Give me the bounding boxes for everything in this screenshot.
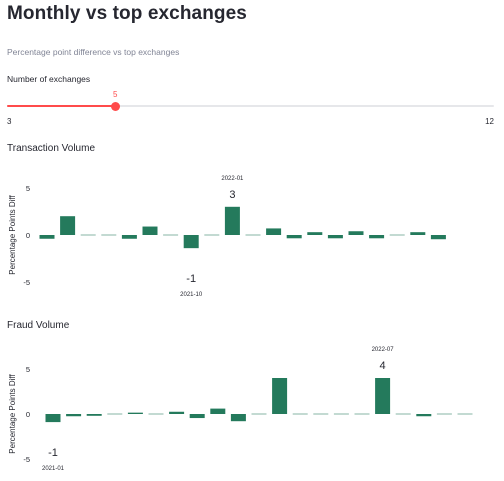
bar [430,235,446,240]
slider-max-label: 12 [485,117,494,126]
annotation-date: 2022-07 [372,347,395,353]
bar [369,235,385,239]
bar [210,408,226,414]
bar [313,413,329,415]
slider-fill [7,105,116,107]
bar [307,232,323,235]
bar [251,413,267,415]
bar [39,235,55,239]
bar [292,413,308,415]
bar [457,413,473,415]
page-subtitle: Percentage point difference vs top excha… [7,47,180,57]
bar [333,413,349,415]
annotation-date: 2021-10 [180,292,203,298]
bar [230,414,246,422]
y-tick-label: 5 [26,184,30,193]
annotation-date: 2022-01 [221,176,244,182]
bar [354,413,370,415]
transaction-volume-chart: Percentage Points Diff 5 0 -5 3 2022-01 -1 2021… [8,176,446,298]
y-tick-label: 0 [26,410,30,419]
bar [45,414,61,423]
bar [60,216,76,235]
bar [327,235,343,239]
bar [348,231,364,235]
bar [224,206,240,235]
exchanges-slider[interactable]: 5 3 12 [7,89,494,126]
annotation-value: 3 [229,189,235,201]
slider-value-label: 5 [112,90,118,99]
transaction-volume-title: Transaction Volume [7,143,96,154]
bar [286,235,302,239]
slider-thumb[interactable] [110,101,120,111]
slider-track[interactable] [7,105,494,107]
fraud-volume-title: Fraud Volume [7,320,70,331]
bar [204,234,220,236]
bar [245,234,261,236]
bar [416,414,432,417]
y-tick-label: -5 [23,455,30,464]
bar [436,413,452,415]
bar [121,235,137,239]
y-axis-label: Percentage Points Diff [8,194,17,274]
bar [169,411,185,414]
bar [395,413,411,415]
bar [272,378,288,414]
annotation-date: 2021-01 [42,466,65,472]
bar [375,378,391,414]
annotation-value: -1 [48,447,58,459]
y-tick-label: -5 [23,278,30,287]
fraud-volume-chart: Percentage Points Diff 5 0 -5 4 2022-07 -1 2021… [8,347,473,472]
bar [80,234,96,236]
bar [183,235,199,249]
slider-min-label: 3 [7,117,12,126]
bar [148,413,164,415]
bar [142,226,158,235]
bar [107,413,123,415]
y-tick-label: 0 [26,231,30,240]
y-tick-label: 5 [26,365,30,374]
y-axis-label: Percentage Points Diff [8,373,17,453]
bar [86,414,102,416]
bar [189,414,205,419]
annotation-value: -1 [186,273,196,285]
bar [266,228,282,235]
bar [66,414,82,417]
bar [410,232,426,235]
page-title: Monthly vs top exchanges [7,3,247,24]
slider-label: Number of exchanges [7,74,91,84]
bar [127,412,143,414]
annotation-value: 4 [380,360,386,372]
bar [101,234,117,236]
bar [163,234,179,236]
bar [389,234,405,236]
